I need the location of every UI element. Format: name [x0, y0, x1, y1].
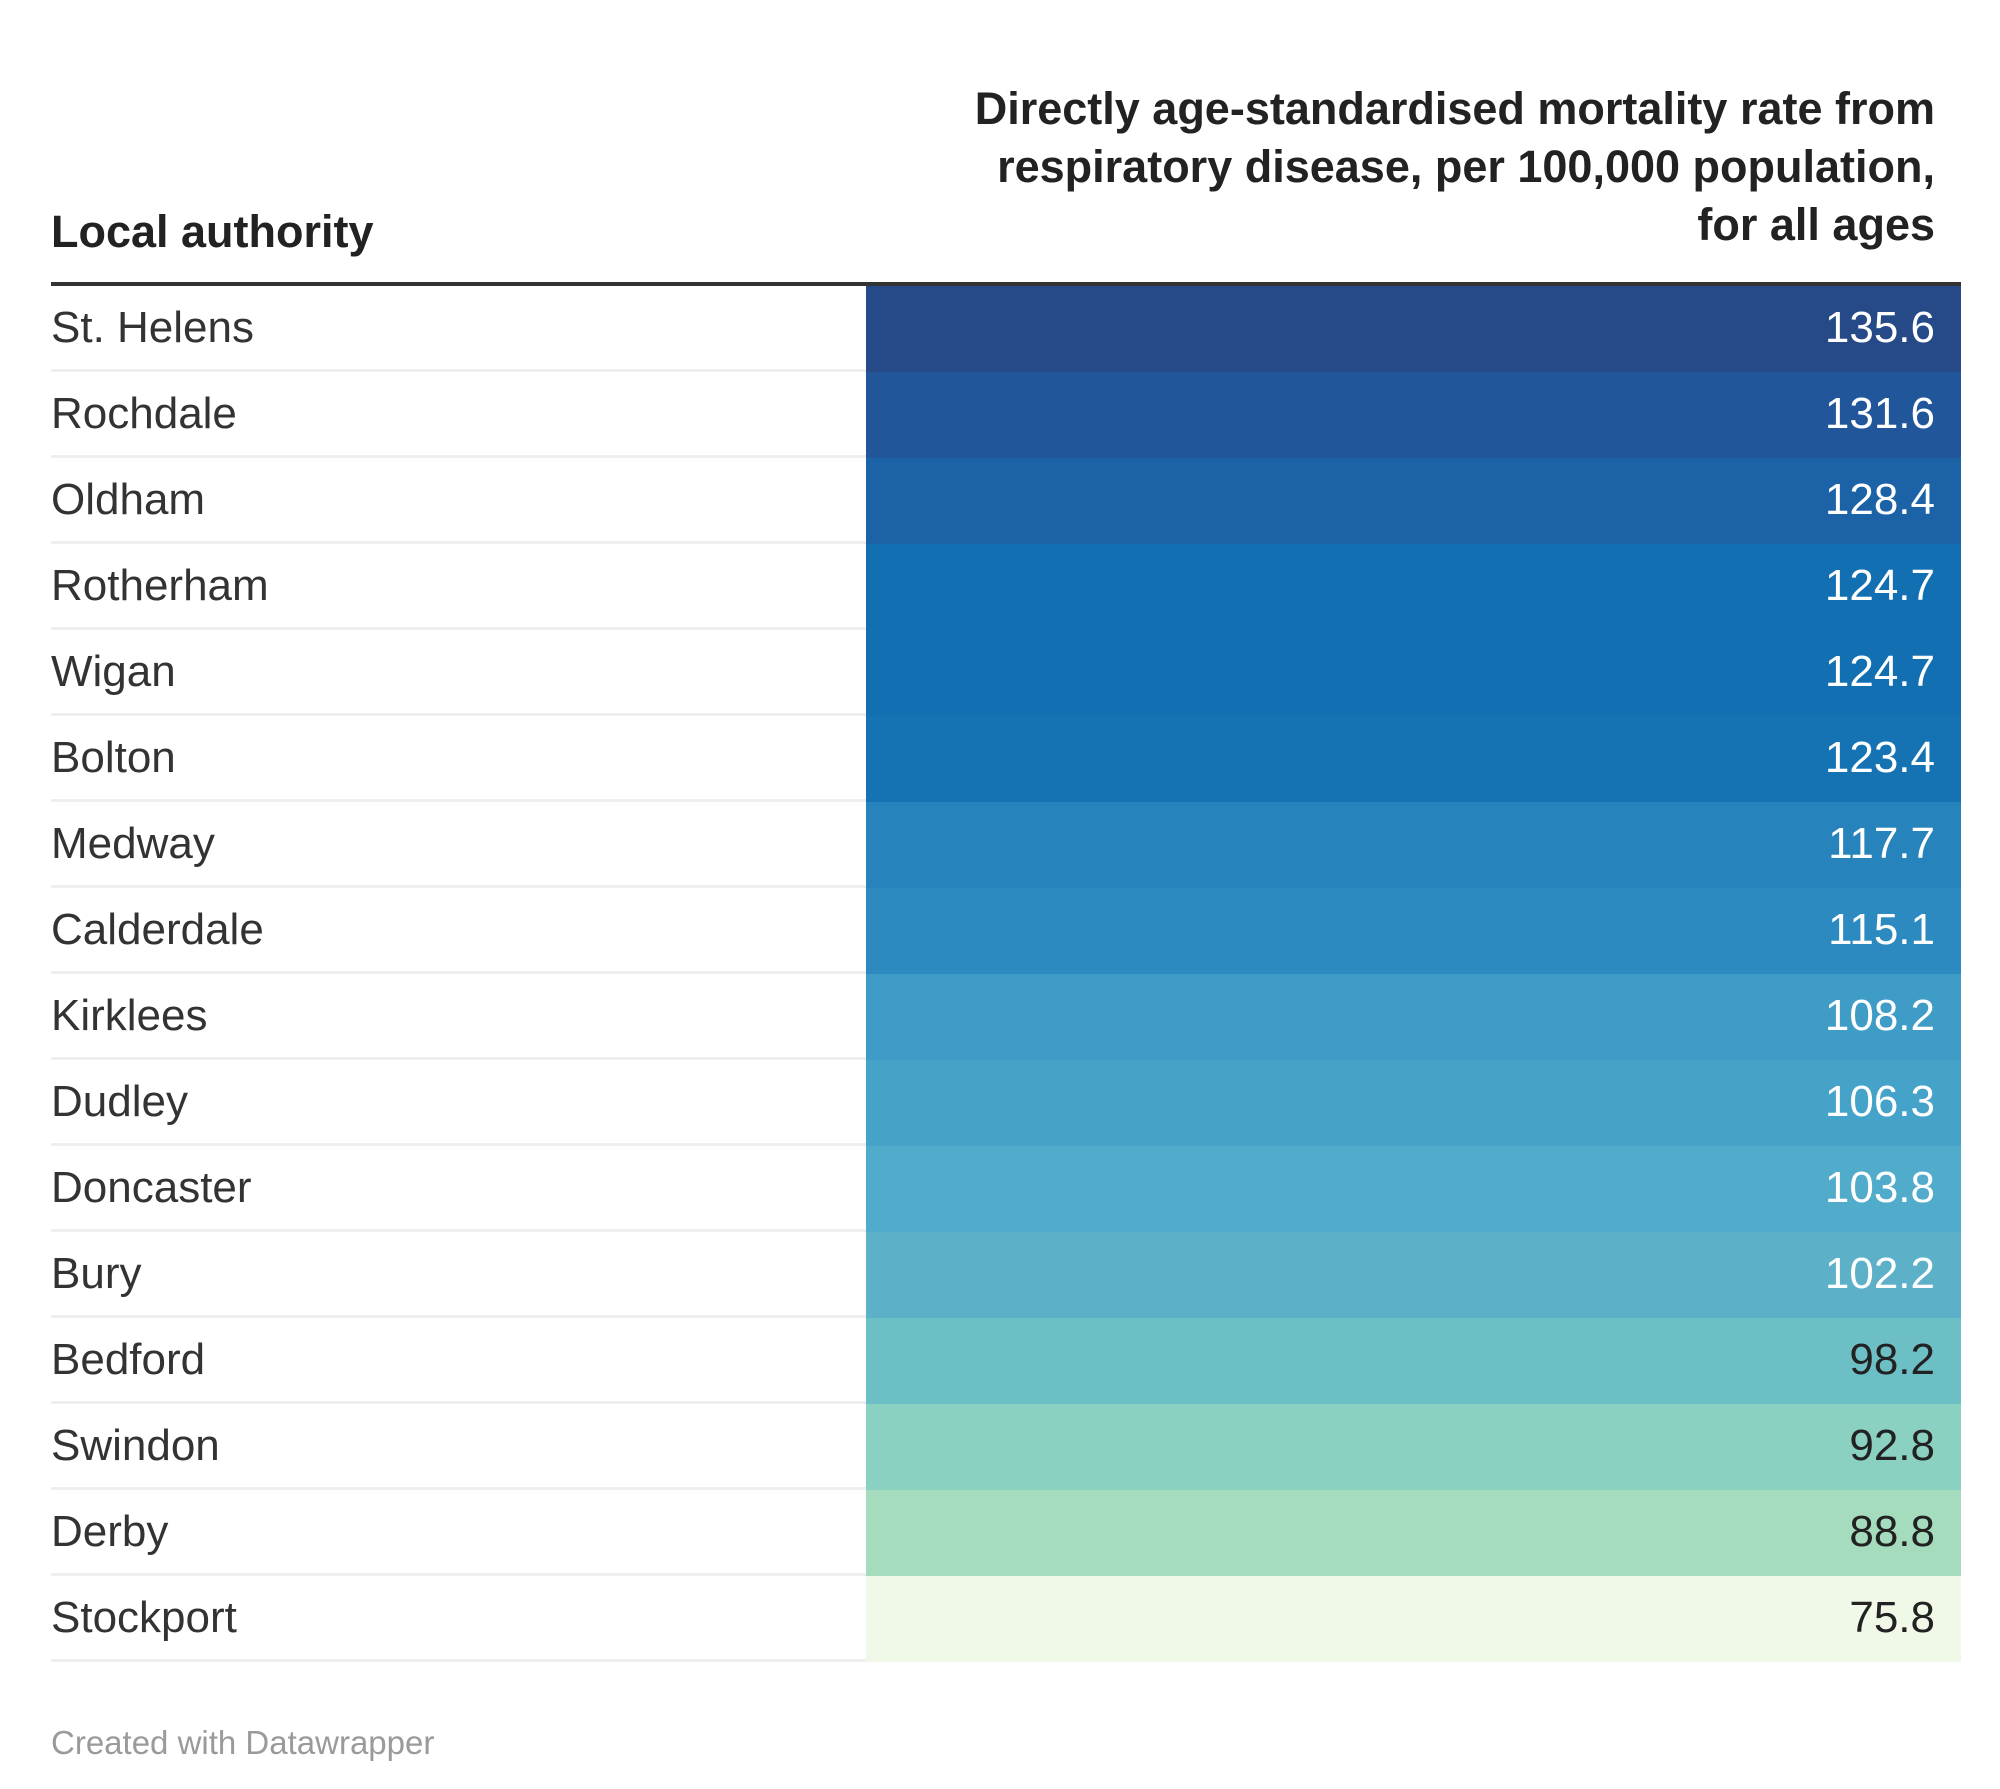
row-authority-label: Rochdale [51, 389, 237, 438]
row-value-label: 92.8 [1849, 1421, 1935, 1470]
table-row: Stockport 75.8 [51, 1576, 1961, 1662]
table-row: Kirklees 108.2 [51, 974, 1961, 1060]
row-value-label: 103.8 [1824, 1163, 1935, 1212]
row-authority-label: Wigan [51, 647, 176, 696]
footer-credit: Created with Datawrapper [51, 1724, 435, 1761]
row-value-label: 135.6 [1824, 303, 1935, 352]
row-authority-label: Rotherham [51, 561, 269, 610]
column-header-line: for all ages [1697, 199, 1935, 250]
row-authority-label: Bury [51, 1249, 142, 1298]
heatmap-value-cell: 135.6 [866, 286, 1961, 372]
heatmap-value-cell: 92.8 [866, 1404, 1961, 1490]
row-value-label: 123.4 [1824, 733, 1935, 782]
column-header-mortality-rate: Directly age-standardised mortality rate… [885, 80, 1935, 254]
row-authority-label: Bedford [51, 1335, 206, 1384]
row-authority-label: Kirklees [51, 991, 208, 1040]
heatmap-value-cell: 75.8 [866, 1576, 1961, 1662]
heatmap-value-cell: 106.3 [866, 1060, 1961, 1146]
row-authority-label: Oldham [51, 475, 206, 524]
row-authority-label: Dudley [51, 1077, 188, 1126]
heatmap-value-cell: 124.7 [866, 544, 1961, 630]
row-value-label: 106.3 [1824, 1077, 1935, 1126]
heatmap-value-cell: 98.2 [866, 1318, 1961, 1404]
column-header-line: respiratory disease, per 100,000 populat… [997, 141, 1935, 192]
row-value-label: 75.8 [1849, 1593, 1935, 1642]
table-row: Swindon 92.8 [51, 1404, 1961, 1490]
row-value-label: 98.2 [1849, 1335, 1935, 1384]
table-row: Bury 102.2 [51, 1232, 1961, 1318]
table-row: Dudley 106.3 [51, 1060, 1961, 1146]
table-row: Derby 88.8 [51, 1490, 1961, 1576]
heatmap-value-cell: 131.6 [866, 372, 1961, 458]
heatmap-value-cell: 115.1 [866, 888, 1961, 974]
row-authority-label: Medway [51, 819, 215, 868]
heatmap-value-cell: 123.4 [866, 716, 1961, 802]
row-value-label: 124.7 [1824, 561, 1935, 610]
heatmap-value-cell: 103.8 [866, 1146, 1961, 1232]
heatmap-value-cell: 88.8 [866, 1490, 1961, 1576]
row-value-label: 128.4 [1824, 475, 1935, 524]
row-value-label: 108.2 [1824, 991, 1935, 1040]
heatmap-value-cell: 124.7 [866, 630, 1961, 716]
row-authority-label: St. Helens [51, 303, 254, 352]
heatmap-value-cell: 108.2 [866, 974, 1961, 1060]
table-header: Local authority Directly age-standardise… [51, 0, 1961, 286]
row-value-label: 131.6 [1824, 389, 1935, 438]
table-row: Oldham 128.4 [51, 458, 1961, 544]
row-value-label: 117.7 [1828, 819, 1935, 868]
row-value-label: 124.7 [1824, 647, 1935, 696]
heatmap-value-cell: 117.7 [866, 802, 1961, 888]
table-row: St. Helens 135.6 [51, 286, 1961, 372]
row-authority-label: Calderdale [51, 905, 264, 954]
row-authority-label: Bolton [51, 733, 176, 782]
table-row: Wigan 124.7 [51, 630, 1961, 716]
table-row: Rotherham 124.7 [51, 544, 1961, 630]
table-row: Bolton 123.4 [51, 716, 1961, 802]
heatmap-value-cell: 102.2 [866, 1232, 1961, 1318]
column-header-local-authority: Local authority [51, 206, 374, 257]
row-authority-label: Stockport [51, 1593, 237, 1642]
data-table: Local authority Directly age-standardise… [51, 0, 1961, 1662]
row-value-label: 88.8 [1849, 1507, 1935, 1556]
table-row: Bedford 98.2 [51, 1318, 1961, 1404]
heatmap-value-cell: 128.4 [866, 458, 1961, 544]
table-row: Doncaster 103.8 [51, 1146, 1961, 1232]
column-header-line: Directly age-standardised mortality rate… [974, 83, 1935, 134]
row-authority-label: Derby [51, 1507, 169, 1556]
row-value-label: 102.2 [1824, 1249, 1935, 1298]
table-row: Calderdale 115.1 [51, 888, 1961, 974]
table-row: Rochdale 131.6 [51, 372, 1961, 458]
row-authority-label: Doncaster [51, 1163, 252, 1212]
table-body: St. Helens 135.6 Rochdale 131.6 Oldham 128.4 R… [51, 286, 1961, 1662]
row-value-label: 115.1 [1828, 905, 1935, 954]
table-row: Medway 117.7 [51, 802, 1961, 888]
row-authority-label: Swindon [51, 1421, 220, 1470]
